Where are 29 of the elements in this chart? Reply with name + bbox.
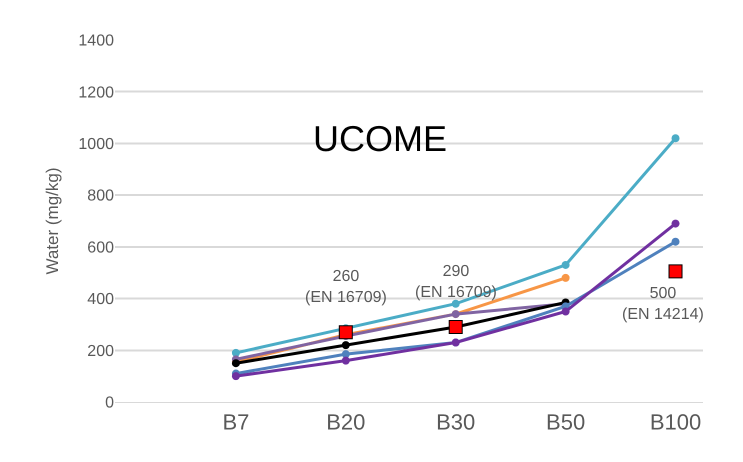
x-tick-label: B50 — [546, 409, 586, 434]
y-tick-label: 1400 — [78, 32, 114, 50]
x-tick-label: B20 — [326, 409, 366, 434]
point — [562, 274, 570, 282]
y-tick-label: 200 — [87, 342, 114, 360]
y-tick-label: 1200 — [78, 84, 114, 102]
point — [232, 372, 240, 380]
y-axis-title: Water (mg/kg) — [42, 167, 62, 275]
annotation: UCOME — [313, 118, 447, 159]
x-tick-label: B30 — [436, 409, 476, 434]
point — [562, 308, 570, 316]
y-tick-label: 800 — [87, 188, 114, 205]
y-tick-label: 600 — [87, 239, 114, 256]
y-tick-label: 0 — [105, 394, 114, 412]
point — [448, 320, 463, 334]
point — [562, 260, 570, 269]
x-tick-label: B100 — [650, 409, 702, 434]
annotation: 260 (EN 16709) — [305, 268, 387, 306]
point — [672, 220, 680, 228]
point — [338, 325, 353, 340]
y-tick-label: 1000 — [78, 136, 114, 154]
point — [672, 238, 680, 246]
x-tick-label: B7 — [222, 409, 250, 434]
y-tick-label: 400 — [87, 291, 114, 308]
point — [672, 134, 680, 142]
point — [342, 356, 350, 365]
annotation: 500 (EN 14214) — [622, 285, 704, 323]
point — [668, 264, 683, 278]
point — [342, 341, 350, 350]
